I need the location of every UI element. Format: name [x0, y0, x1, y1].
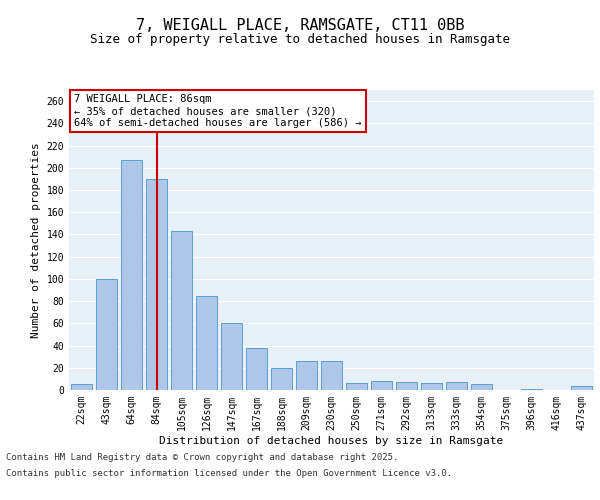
Text: Contains public sector information licensed under the Open Government Licence v3: Contains public sector information licen… [6, 468, 452, 477]
Bar [296, 361, 317, 390]
Bar [171, 231, 192, 390]
Bar [471, 384, 492, 390]
Bar [521, 389, 542, 390]
Bar [121, 160, 142, 390]
Bar [321, 361, 342, 390]
Bar [371, 381, 392, 390]
Bar [421, 384, 442, 390]
Bar [146, 179, 167, 390]
Bar [396, 382, 417, 390]
Bar [271, 368, 292, 390]
Bar [346, 384, 367, 390]
Bar [221, 324, 242, 390]
Text: Size of property relative to detached houses in Ramsgate: Size of property relative to detached ho… [90, 32, 510, 46]
Text: Contains HM Land Registry data © Crown copyright and database right 2025.: Contains HM Land Registry data © Crown c… [6, 454, 398, 462]
Text: 7, WEIGALL PLACE, RAMSGATE, CT11 0BB: 7, WEIGALL PLACE, RAMSGATE, CT11 0BB [136, 18, 464, 32]
Bar [196, 296, 217, 390]
Bar [446, 382, 467, 390]
Bar [571, 386, 592, 390]
Bar [96, 279, 117, 390]
Y-axis label: Number of detached properties: Number of detached properties [31, 142, 41, 338]
X-axis label: Distribution of detached houses by size in Ramsgate: Distribution of detached houses by size … [160, 436, 503, 446]
Text: 7 WEIGALL PLACE: 86sqm
← 35% of detached houses are smaller (320)
64% of semi-de: 7 WEIGALL PLACE: 86sqm ← 35% of detached… [74, 94, 362, 128]
Bar [71, 384, 92, 390]
Bar [246, 348, 267, 390]
